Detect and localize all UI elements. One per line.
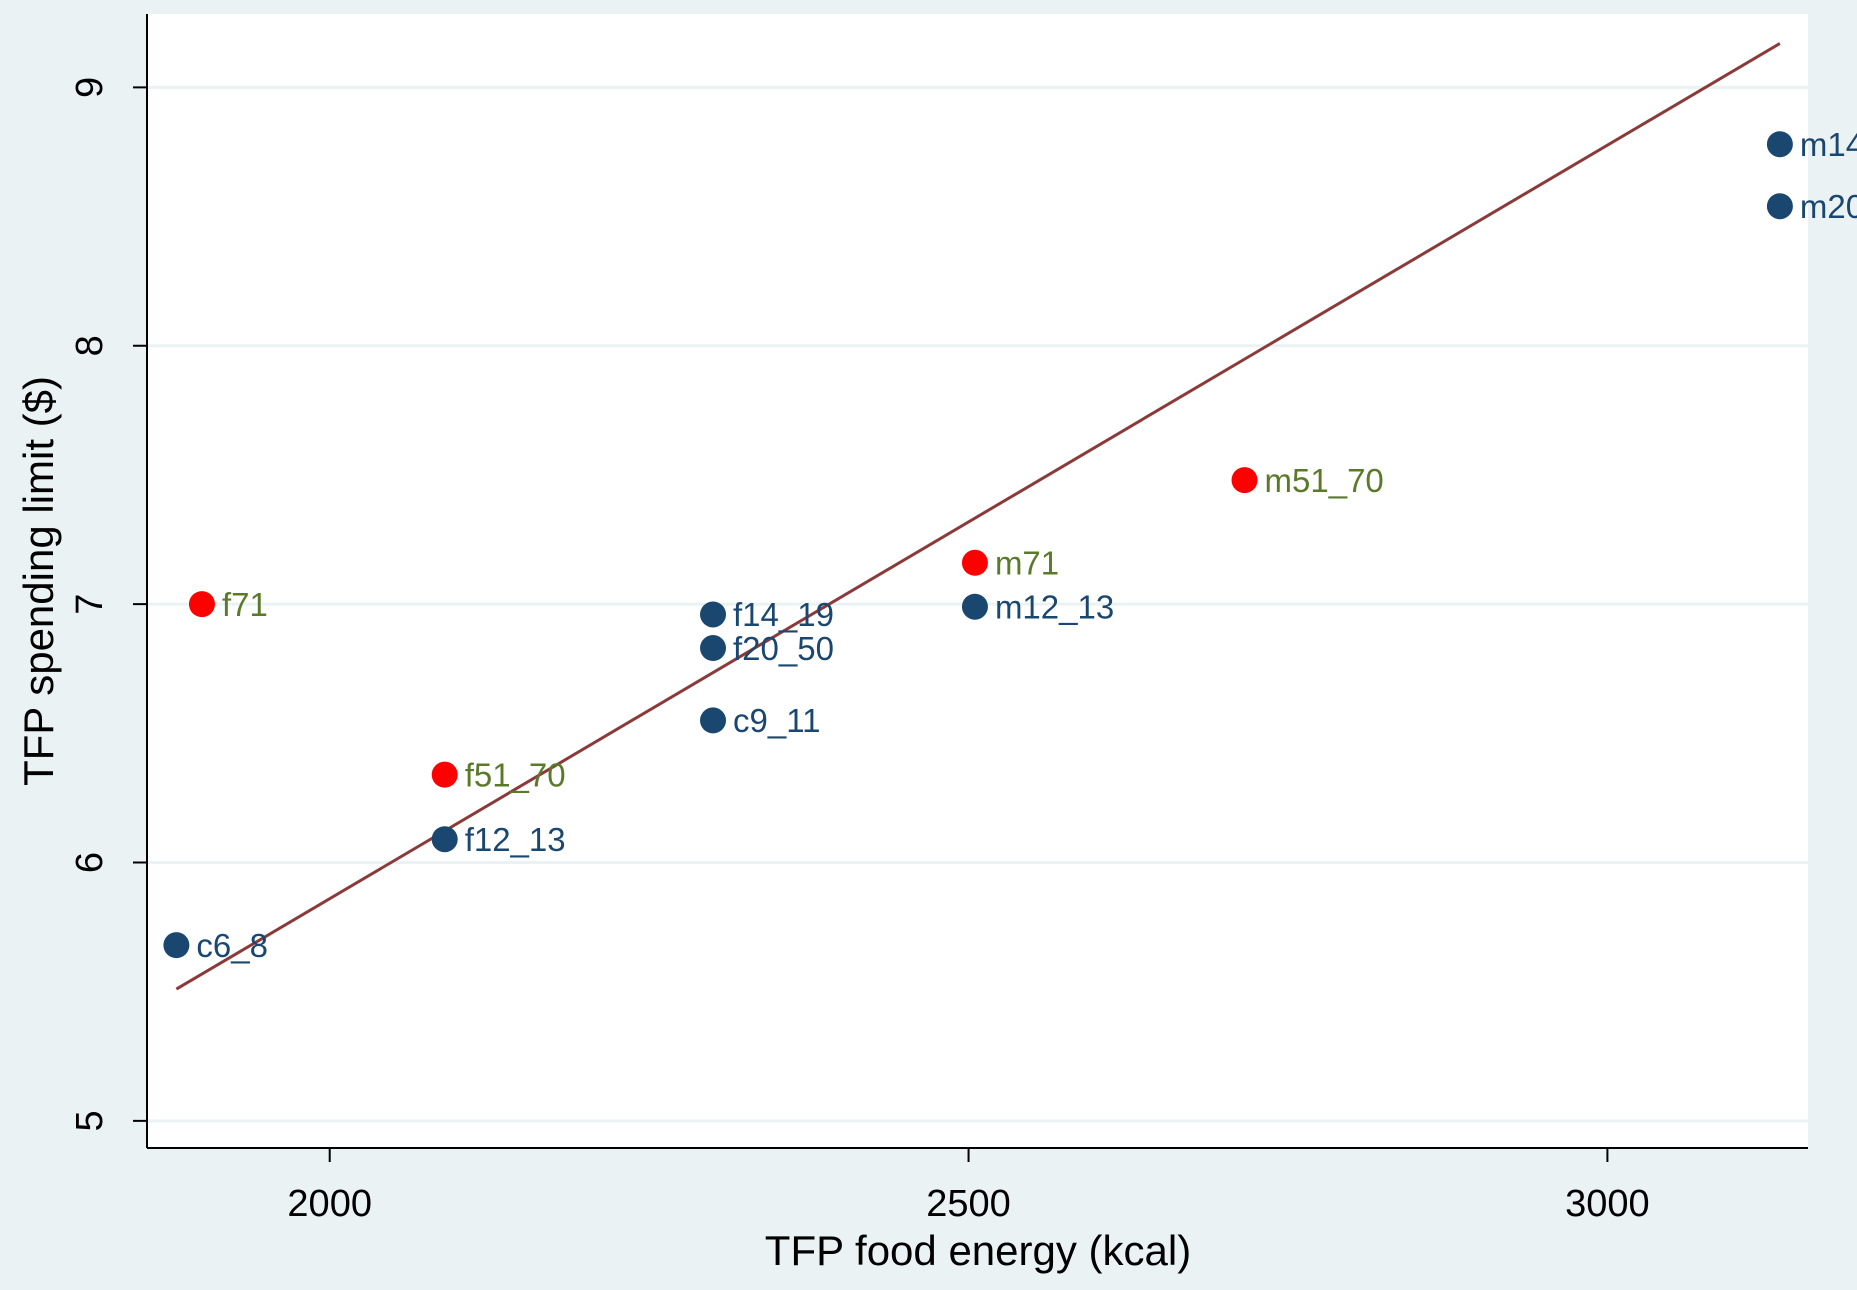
x-tick-label: 2000: [287, 1183, 372, 1225]
plot-area: [147, 14, 1808, 1148]
point-label: m12_13: [995, 588, 1114, 625]
point-label: m20: [1800, 188, 1857, 225]
point: [431, 826, 458, 853]
point-label: m14: [1800, 126, 1857, 163]
point-label: f12_13: [465, 821, 566, 858]
point: [431, 761, 458, 788]
y-axis-title: TFP spending limit ($): [15, 376, 62, 786]
point: [700, 601, 727, 628]
point: [1766, 193, 1793, 220]
point: [188, 591, 215, 618]
point-label: f71: [222, 586, 268, 623]
point: [700, 707, 727, 734]
point: [1766, 131, 1793, 158]
point-label: f20_50: [733, 630, 834, 667]
point-label: m51_70: [1265, 462, 1384, 499]
x-tick-label: 2500: [926, 1183, 1011, 1225]
point-label: m71: [995, 545, 1059, 582]
x-axis-title: TFP food energy (kcal): [765, 1227, 1191, 1274]
point-label: f14_19: [733, 596, 834, 633]
y-tick-label: 5: [69, 1110, 111, 1131]
y-tick-label: 6: [69, 852, 111, 873]
point-label: c6_8: [196, 927, 268, 964]
point-label: c9_11: [733, 702, 820, 739]
point: [961, 593, 988, 620]
y-tick-label: 7: [69, 594, 111, 615]
point: [163, 932, 190, 959]
y-tick-label: 9: [69, 77, 111, 98]
y-tick-label: 8: [69, 335, 111, 356]
x-tick-label: 3000: [1565, 1183, 1650, 1225]
point-label: f51_70: [465, 756, 566, 793]
point: [1231, 467, 1258, 494]
point: [700, 635, 727, 662]
point: [961, 549, 988, 576]
